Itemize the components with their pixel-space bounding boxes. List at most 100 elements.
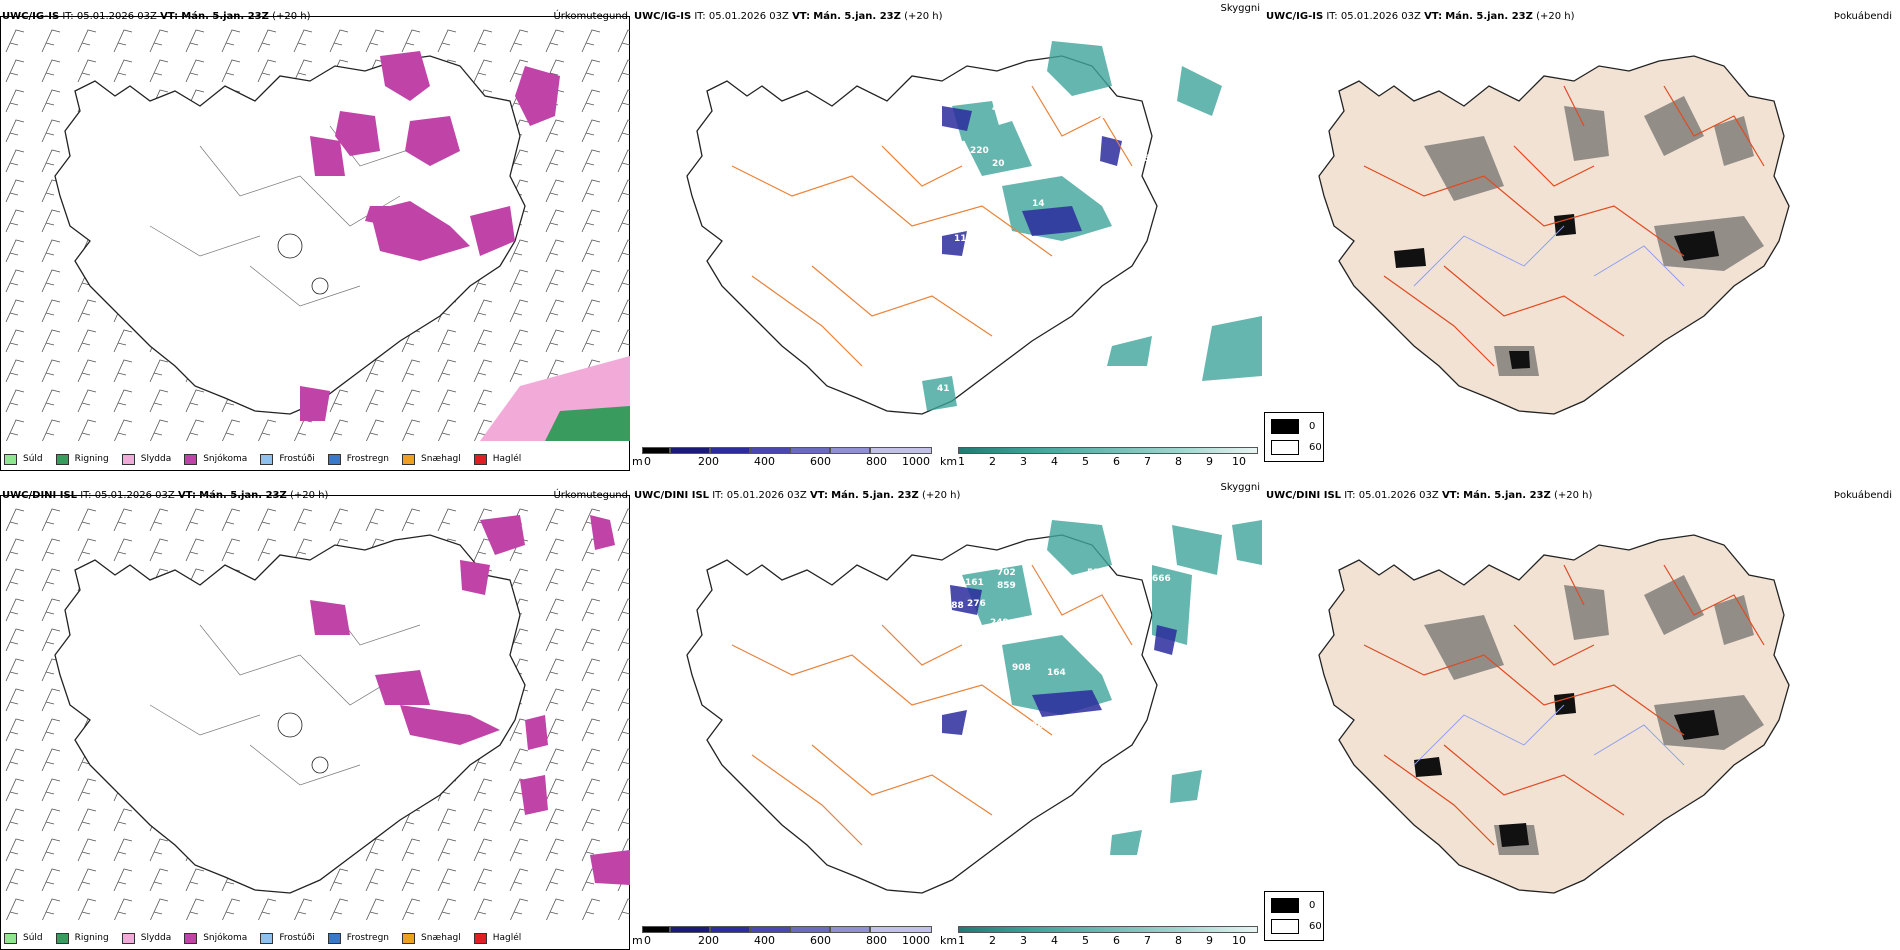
- vis-label: 488: [945, 601, 964, 611]
- vis-label: 152: [1052, 728, 1071, 738]
- iceland-visibility-svg: 496 362 59 220 20 14 161 14 82 11 170 86…: [686, 41, 1262, 415]
- colorbar-segment: [642, 447, 670, 454]
- iceland-fog-svg: [1318, 55, 1790, 415]
- fog-index-legend: 0 60: [1264, 891, 1324, 941]
- vis-label: 908: [1012, 663, 1031, 673]
- iceland-visibility-svg: 152 161 702 859 522 666 488 276 249 17 1…: [686, 520, 1262, 894]
- legend-swatch: [121, 932, 135, 944]
- km-tick: 10: [1232, 934, 1246, 947]
- vis-label: 286: [1025, 721, 1044, 731]
- km-tick: 10: [1232, 455, 1246, 468]
- road-lines: [149, 125, 421, 307]
- legend-swatch: [260, 453, 274, 465]
- vis-label: 276: [967, 599, 986, 609]
- colorbar-segment: [750, 926, 790, 933]
- precip-type-legend: Súld Rigning Slydda Snjókoma Frostúði Fr…: [4, 928, 522, 948]
- km-tick: 1: [958, 455, 965, 468]
- km-tick: 1: [958, 934, 965, 947]
- km-tick: 4: [1051, 455, 1058, 468]
- panel-header: UWC/IG-IS IT: 05.01.2026 03Z VT: Mán. 5.…: [1264, 8, 1894, 26]
- m-tick: 0: [644, 934, 651, 947]
- valid-time: Mán. 5.jan. 23Z: [1445, 11, 1533, 22]
- vis-label: 41: [937, 384, 950, 394]
- legend-swatch: [1271, 919, 1299, 934]
- legend-item: Súld: [4, 453, 43, 465]
- visibility-colorbar: m 0 200 400 600 800 1000 km 1 2 3 4 5 6 …: [632, 924, 1262, 950]
- vis-label: 20: [992, 159, 1005, 169]
- visibility-map: 152 161 702 859 522 666 488 276 249 17 1…: [632, 505, 1262, 920]
- iceland-precip-svg: [0, 26, 630, 441]
- init-time: 05.01.2026 03Z: [1358, 490, 1439, 501]
- legend-swatch: [402, 932, 416, 944]
- init-time: 05.01.2026 03Z: [726, 490, 807, 501]
- legend-item: Haglél: [473, 453, 521, 465]
- legend-item: Frostúði: [260, 453, 315, 465]
- panel-header: UWC/IG-IS IT: 05.01.2026 03Z VT: Mán. 5.…: [632, 3, 1262, 26]
- rain-area: [545, 406, 630, 441]
- km-tick: 8: [1175, 934, 1182, 947]
- m-tick: 800: [866, 934, 887, 947]
- vis-label: 14: [977, 181, 990, 191]
- fog-index-panel-row2: UWC/DINI ISL IT: 05.01.2026 03Z VT: Mán.…: [1264, 487, 1894, 950]
- km-tick: 3: [1020, 455, 1027, 468]
- km-tick: 4: [1051, 934, 1058, 947]
- km-tick: 5: [1082, 455, 1089, 468]
- vis-label: 496: [992, 104, 1011, 114]
- legend-swatch: [327, 932, 341, 944]
- colorbar-segment: [710, 926, 750, 933]
- colorbar-segment: [710, 447, 750, 454]
- panel-title: Skyggni: [1220, 482, 1260, 493]
- vis-label: 12: [1117, 234, 1130, 244]
- colorbar-segment: [670, 447, 710, 454]
- vis-label: 362: [1087, 111, 1106, 121]
- panel-title: Þokuábendi: [1833, 490, 1892, 501]
- vis-label: 180: [1172, 656, 1191, 666]
- km-tick: 6: [1113, 455, 1120, 468]
- m-tick: 200: [698, 934, 719, 947]
- valid-time: Mán. 5.jan. 23Z: [831, 490, 919, 501]
- vis-label: 859: [997, 581, 1016, 591]
- m-tick: 600: [810, 455, 831, 468]
- vis-label: 161: [965, 578, 984, 588]
- panel-title: Skyggni: [1220, 3, 1260, 14]
- vis-label: 59: [952, 149, 965, 159]
- panel-header: UWC/DINI ISL IT: 05.01.2026 03Z VT: Mán.…: [632, 482, 1262, 505]
- legend-swatch: [4, 932, 17, 944]
- legend-swatch: [4, 453, 17, 465]
- rivers: [1413, 225, 1685, 287]
- km-tick: 3: [1020, 934, 1027, 947]
- fog-cores: [942, 106, 1122, 256]
- colorbar-segment: [790, 447, 830, 454]
- vis-label: 17: [962, 623, 975, 633]
- legend-swatch: [1271, 898, 1299, 913]
- vis-label: 666: [1152, 574, 1171, 584]
- legend-item: Slydda: [121, 453, 171, 465]
- km-tick: 2: [989, 934, 996, 947]
- roads: [1363, 564, 1765, 846]
- legend-swatch: [184, 453, 198, 465]
- vis-label: 86: [1057, 257, 1070, 267]
- precip-map: [0, 505, 630, 920]
- legend-swatch: [1271, 440, 1299, 455]
- legend-swatch: [473, 453, 487, 465]
- legend-item: Haglél: [473, 932, 521, 944]
- vis-label: 231: [1014, 735, 1033, 745]
- panel-header: UWC/DINI ISL IT: 05.01.2026 03Z VT: Mán.…: [1264, 487, 1894, 505]
- rivers: [1413, 704, 1685, 766]
- model-name: UWC/DINI ISL: [1266, 490, 1342, 501]
- model-name: UWC/IG-IS: [634, 11, 692, 22]
- legend-swatch: [260, 932, 274, 944]
- legend-swatch: [327, 453, 341, 465]
- legend-item: Frostregn: [327, 453, 389, 465]
- km-unit: km: [940, 455, 958, 468]
- legend-swatch: [473, 932, 487, 944]
- visibility-value-labels: 496 362 59 220 20 14 161 14 82 11 170 86…: [937, 104, 1180, 394]
- legend-swatch: [402, 453, 416, 465]
- vis-label: 111: [1112, 259, 1131, 269]
- panel-title: Þokuábendi: [1833, 11, 1892, 22]
- legend-item: Snjókoma: [184, 453, 247, 465]
- glacier-outline: [311, 277, 329, 295]
- roads-rivers: [731, 85, 1133, 367]
- vis-label: 11: [954, 234, 967, 244]
- legend-swatch: [55, 453, 69, 465]
